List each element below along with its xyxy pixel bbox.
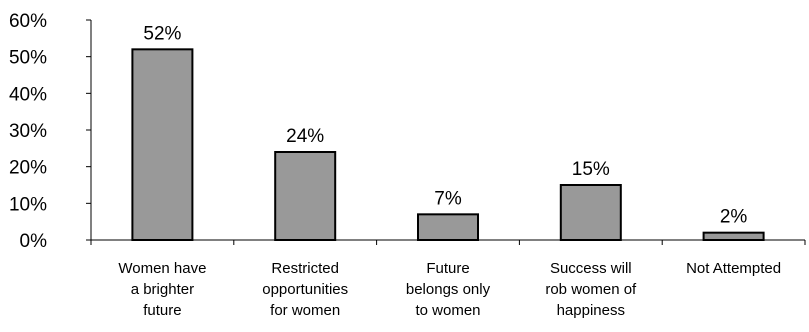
category-label-line: Not Attempted — [686, 260, 781, 277]
data-label: 15% — [572, 159, 610, 180]
category-labels: Women have a brighter future Restricted oppo… — [118, 260, 781, 319]
y-tick-label: 40% — [9, 84, 47, 105]
category-label: Women have a brighter future — [118, 260, 206, 319]
bar — [559, 184, 622, 241]
bar — [417, 213, 479, 241]
category-label-line: rob women of — [545, 281, 637, 298]
category-label: Restricted opportunities for women — [262, 260, 348, 319]
data-label: 7% — [434, 188, 462, 209]
category-label-line: happiness — [557, 302, 625, 319]
data-labels: 52% 24% 7% 15% 2% — [143, 23, 747, 227]
category-label-line: Restricted — [271, 260, 339, 277]
y-tick-label: 30% — [9, 121, 47, 142]
category-label-line: to women — [415, 302, 480, 319]
y-tick-label: 10% — [9, 194, 47, 215]
category-label-line: future — [143, 302, 181, 319]
y-tick-label: 20% — [9, 158, 47, 179]
bar — [274, 151, 337, 241]
category-label-line: Future — [426, 260, 469, 277]
bars — [131, 48, 765, 242]
category-label-line: Women have — [118, 260, 206, 277]
bar — [131, 48, 194, 242]
bar — [702, 231, 765, 242]
category-label-line: a brighter — [131, 281, 194, 298]
y-axis: 0% 10% 20% 30% 40% 50% 60% — [9, 11, 92, 252]
category-label: Future belongs only to women — [406, 260, 491, 319]
category-label: Success will rob women of happiness — [545, 260, 637, 319]
y-tick-label: 50% — [9, 48, 47, 69]
category-label-line: for women — [270, 302, 340, 319]
data-label: 52% — [143, 23, 181, 44]
category-label-line: Success will — [550, 260, 632, 277]
y-tick-label: 60% — [9, 11, 47, 32]
category-label-line: opportunities — [262, 281, 348, 298]
data-label: 24% — [286, 126, 324, 147]
y-tick-label: 0% — [20, 231, 48, 252]
category-label-line: belongs only — [406, 281, 491, 298]
data-label: 2% — [720, 207, 748, 228]
category-label: Not Attempted — [686, 260, 781, 277]
